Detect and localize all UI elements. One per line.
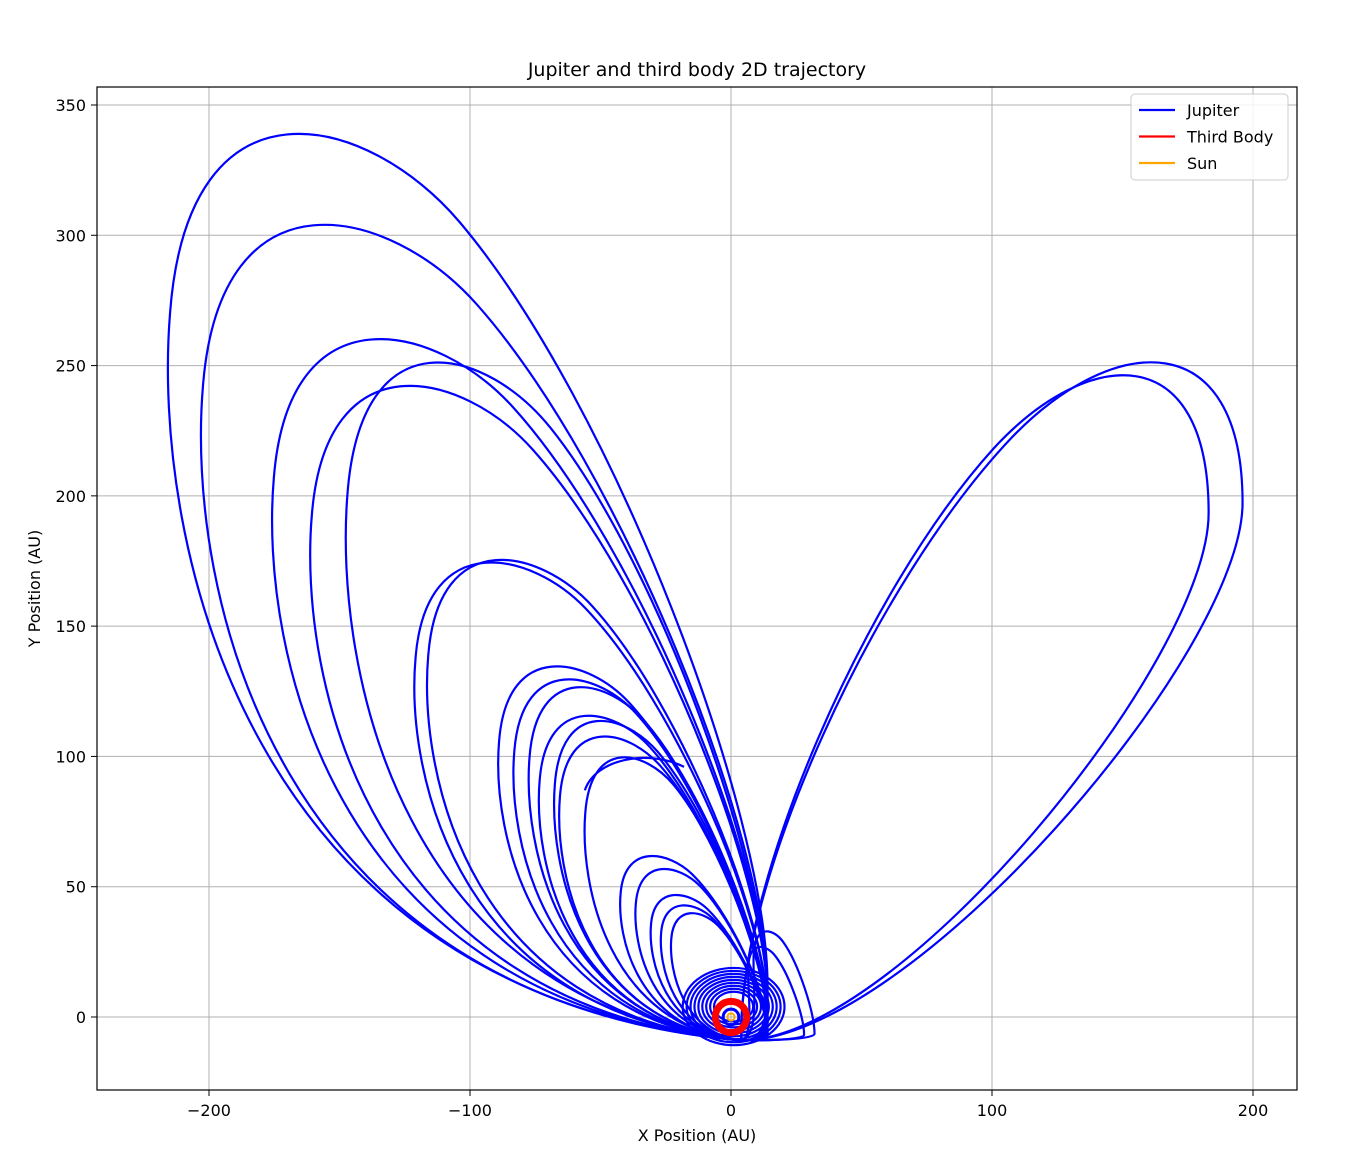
jupiter-inner-orbit xyxy=(712,990,755,1023)
y-tick-label: 100 xyxy=(55,747,86,766)
y-tick-label: 0 xyxy=(76,1008,86,1027)
x-axis-label: X Position (AU) xyxy=(638,1126,757,1145)
jupiter-trajectory-loop xyxy=(740,374,1210,1042)
legend-label: Third Body xyxy=(1186,128,1273,147)
y-tick-label: 350 xyxy=(55,96,86,115)
x-tick-label: 100 xyxy=(977,1101,1008,1120)
y-tick-label: 250 xyxy=(55,357,86,376)
legend: Jupiter Third Body Sun xyxy=(1130,93,1289,181)
y-axis-label: Y Position (AU) xyxy=(25,530,44,648)
legend-label: Sun xyxy=(1187,154,1217,173)
jupiter-trajectory-loop xyxy=(740,361,1244,1042)
ticks: −200 −100 0 100 200 0 50 100 150 200 250 300 350 xyxy=(55,96,1268,1120)
jupiter-trajectory-end xyxy=(583,756,685,791)
jupiter-inner-orbit xyxy=(689,972,778,1041)
jupiter-inner-orbit xyxy=(681,966,786,1047)
sun-trajectory xyxy=(726,1012,736,1022)
jupiter-core-orbit xyxy=(721,1007,741,1027)
y-tick-label: 150 xyxy=(55,617,86,636)
jupiter-trajectory-loop xyxy=(669,912,769,1042)
jupiter-inner-orbit xyxy=(693,975,774,1038)
y-tick-label: 50 xyxy=(66,878,86,897)
y-tick-label: 300 xyxy=(55,226,86,245)
chart-title: Jupiter and third body 2D trajectory xyxy=(527,59,866,81)
legend-label: Jupiter xyxy=(1186,101,1240,120)
x-tick-label: −100 xyxy=(448,1101,492,1120)
jupiter-trajectory-loop xyxy=(425,558,769,1042)
jupiter-trajectory-loop xyxy=(166,132,769,1042)
series-layer xyxy=(166,132,1244,1047)
x-tick-label: 200 xyxy=(1238,1101,1269,1120)
axes-frame xyxy=(96,86,1298,1091)
grid xyxy=(97,87,1297,1090)
jupiter-trajectory-loop xyxy=(309,384,769,1042)
y-tick-label: 200 xyxy=(55,487,86,506)
x-tick-label: −200 xyxy=(187,1101,231,1120)
x-tick-label: 0 xyxy=(726,1101,736,1120)
jupiter-inner-orbit xyxy=(685,969,782,1044)
jupiter-trajectory-loop xyxy=(344,361,769,1042)
third-body-trajectory xyxy=(711,997,751,1037)
legend-box xyxy=(1130,93,1289,181)
jupiter-trajectory-loop xyxy=(740,945,806,1042)
jupiter-inner-orbit xyxy=(705,984,763,1029)
jupiter-trajectory-loop xyxy=(199,223,769,1042)
